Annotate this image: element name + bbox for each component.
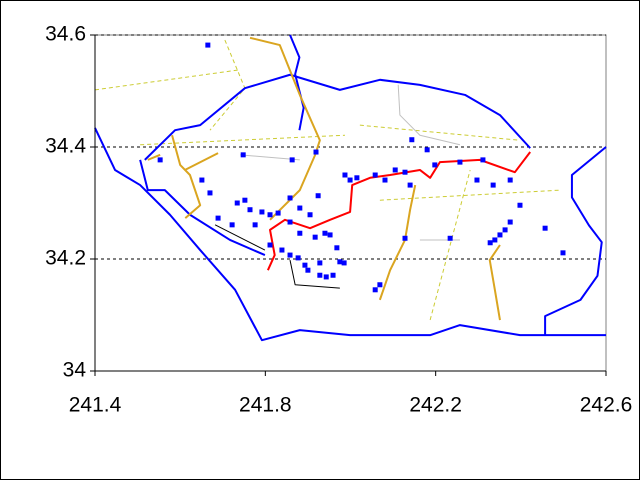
point [313,149,319,155]
y-tick-label: 34 [63,359,87,382]
line-series [147,153,161,161]
line-series [171,134,202,219]
line-series [94,69,241,91]
line-series [289,260,340,289]
line-series [397,84,461,146]
point [297,230,303,236]
point [259,209,265,215]
point [205,42,211,48]
point [322,230,328,236]
point [337,259,343,265]
line-series [379,189,561,201]
y-tick-label: 34.6 [45,23,86,46]
point [517,202,523,208]
point [295,255,301,261]
point [480,157,486,163]
point [267,242,273,248]
axes: 34 34.2 34.4 34.6 241.4 241.8 242.2 242.6 [45,23,632,417]
line-series [488,244,501,321]
line-series [139,159,266,256]
point [234,200,240,206]
point [542,225,548,231]
point [279,247,285,253]
point [382,177,388,183]
point [402,169,408,175]
line-series [544,146,607,336]
point [372,172,378,178]
point [457,159,463,165]
point [409,137,415,143]
point [252,222,258,228]
point [377,282,383,288]
point [287,195,293,201]
line-series [214,224,266,251]
point [307,212,313,218]
point [157,157,163,163]
point [342,172,348,178]
point [207,190,213,196]
point [247,207,253,213]
x-tick-label: 241.8 [239,394,292,417]
line-series [429,169,471,321]
point [315,193,321,199]
point [492,237,498,243]
point [289,157,295,163]
point [297,205,303,211]
marks [94,34,607,342]
x-tick-label: 242.6 [580,394,633,417]
point [215,215,221,221]
line-series [184,152,219,171]
point [242,197,248,203]
point [330,272,336,278]
y-tick-label: 34.2 [45,247,86,270]
point [392,167,398,173]
point [432,162,438,168]
point [267,212,273,218]
line-series [144,73,531,161]
point [487,240,493,246]
x-tick-label: 241.4 [69,394,122,417]
point [497,232,503,238]
line-series [249,36,321,221]
point [317,272,323,278]
point [347,177,353,183]
y-tick-label: 34.4 [45,135,86,158]
point [447,235,453,241]
point [305,267,311,273]
point [341,260,347,266]
point [334,245,340,251]
point [490,182,496,188]
point [312,234,318,240]
point [372,287,378,293]
point [507,219,513,225]
point [275,210,281,216]
x-tick-label: 242.2 [409,394,462,417]
point [327,232,333,238]
point [287,252,293,258]
point [402,235,408,241]
line-series [140,134,345,146]
point [424,147,430,153]
point [302,262,308,268]
point [502,227,508,233]
point [474,177,480,183]
point [317,260,323,266]
point [240,152,246,158]
point [199,177,205,183]
point [560,250,566,256]
point [407,182,413,188]
point [229,222,235,228]
point [507,177,513,183]
line-series [289,34,305,131]
line-series [94,127,606,342]
point [323,274,329,280]
point [287,219,293,225]
point [354,175,360,181]
line-series [359,124,521,141]
